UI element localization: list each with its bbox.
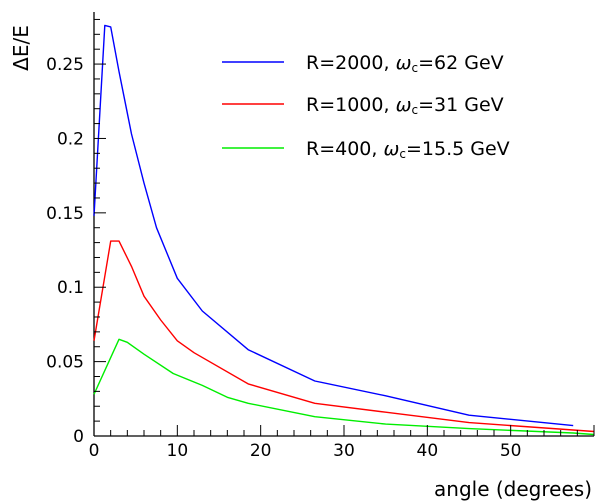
x-tick-label: 50 xyxy=(500,441,522,461)
legend-label-2: R=1000, ωc=31 GeV xyxy=(306,94,504,117)
legend: R=2000, ωc=62 GeV R=1000, ωc=31 GeV R=400,… xyxy=(222,52,510,161)
series-line-1 xyxy=(93,24,574,427)
legend-label-1: R=2000, ωc=62 GeV xyxy=(306,52,504,75)
x-tick-label: 30 xyxy=(333,441,355,461)
x-tick-label: 10 xyxy=(167,441,189,461)
x-tick-label: 20 xyxy=(250,441,272,461)
series-layer xyxy=(93,24,595,436)
x-axis-title: angle (degrees) xyxy=(434,477,592,501)
y-tick-label: 0.1 xyxy=(57,278,84,298)
y-tick-label: 0.15 xyxy=(46,204,84,224)
y-tick-label: 0 xyxy=(73,427,84,447)
y-axis: 0 0.05 0.1 0.15 0.2 0.25 xyxy=(46,18,106,447)
series-line-2 xyxy=(93,240,595,433)
y-tick-label: 0.05 xyxy=(46,353,84,373)
y-axis-title: ΔE/E xyxy=(9,25,33,71)
y-tick-label: 0.2 xyxy=(57,129,84,149)
x-tick-label: 0 xyxy=(89,441,100,461)
x-tick-label: 40 xyxy=(417,441,439,461)
plot-frame xyxy=(93,12,594,437)
legend-label-3: R=400, ωc=15.5 GeV xyxy=(306,138,510,161)
x-axis: 0 10 20 30 40 50 xyxy=(89,425,595,461)
y-tick-label: 0.25 xyxy=(46,55,84,75)
series-line-3 xyxy=(93,338,595,436)
